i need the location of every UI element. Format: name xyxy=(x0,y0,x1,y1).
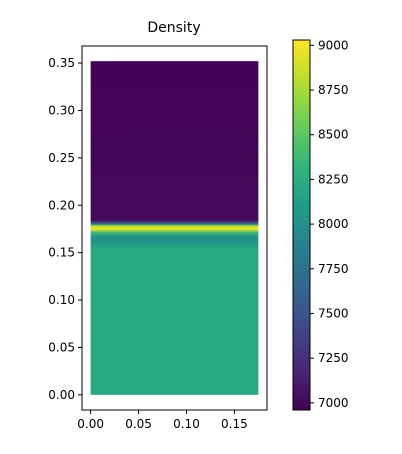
y-tick-label: 0.10 xyxy=(48,293,75,307)
x-tick-label: 0.15 xyxy=(221,417,248,431)
x-tick-label: 0.00 xyxy=(77,417,104,431)
axes-frame xyxy=(81,45,268,411)
plot-area: 0.00 0.05 0.10 0.15 0.00 0.05 0.10 0.15 0.20 0.2… xyxy=(48,45,268,431)
colorbar-ticks: 7000 7250 7500 7750 8000 8250 8500 8750 9000 xyxy=(310,38,349,410)
y-tick-label: 0.25 xyxy=(48,151,75,165)
y-tick-label: 0.05 xyxy=(48,340,75,354)
x-axis-ticks: 0.00 0.05 0.10 0.15 xyxy=(77,410,248,431)
colorbar-tick-label: 9000 xyxy=(318,38,349,52)
density-field xyxy=(90,61,259,395)
colorbar-tick-label: 8750 xyxy=(318,83,349,97)
y-tick-label: 0.20 xyxy=(48,198,75,212)
x-tick-label: 0.05 xyxy=(125,417,152,431)
y-tick-label: 0.00 xyxy=(48,388,75,402)
y-axis-ticks: 0.00 0.05 0.10 0.15 0.20 0.25 0.30 0.35 xyxy=(48,56,82,402)
colorbar-tick-label: 7500 xyxy=(318,306,349,320)
colorbar-tick-label: 7000 xyxy=(318,396,349,410)
chart-title: Density xyxy=(147,20,200,36)
y-tick-label: 0.35 xyxy=(48,56,75,70)
colorbar-tick-label: 8000 xyxy=(318,217,349,231)
colorbar-tick-label: 7750 xyxy=(318,262,349,276)
x-tick-label: 0.10 xyxy=(173,417,200,431)
colorbar-frame xyxy=(292,39,311,411)
colorbar-tick-label: 8250 xyxy=(318,172,349,186)
y-tick-label: 0.15 xyxy=(48,246,75,260)
colorbar-tick-label: 7250 xyxy=(318,351,349,365)
colorbar-tick-label: 8500 xyxy=(318,128,349,142)
y-tick-label: 0.30 xyxy=(48,103,75,117)
colorbar-gradient xyxy=(293,40,310,410)
colorbar: 7000 7250 7500 7750 8000 8250 8500 8750 9000 xyxy=(292,38,349,411)
